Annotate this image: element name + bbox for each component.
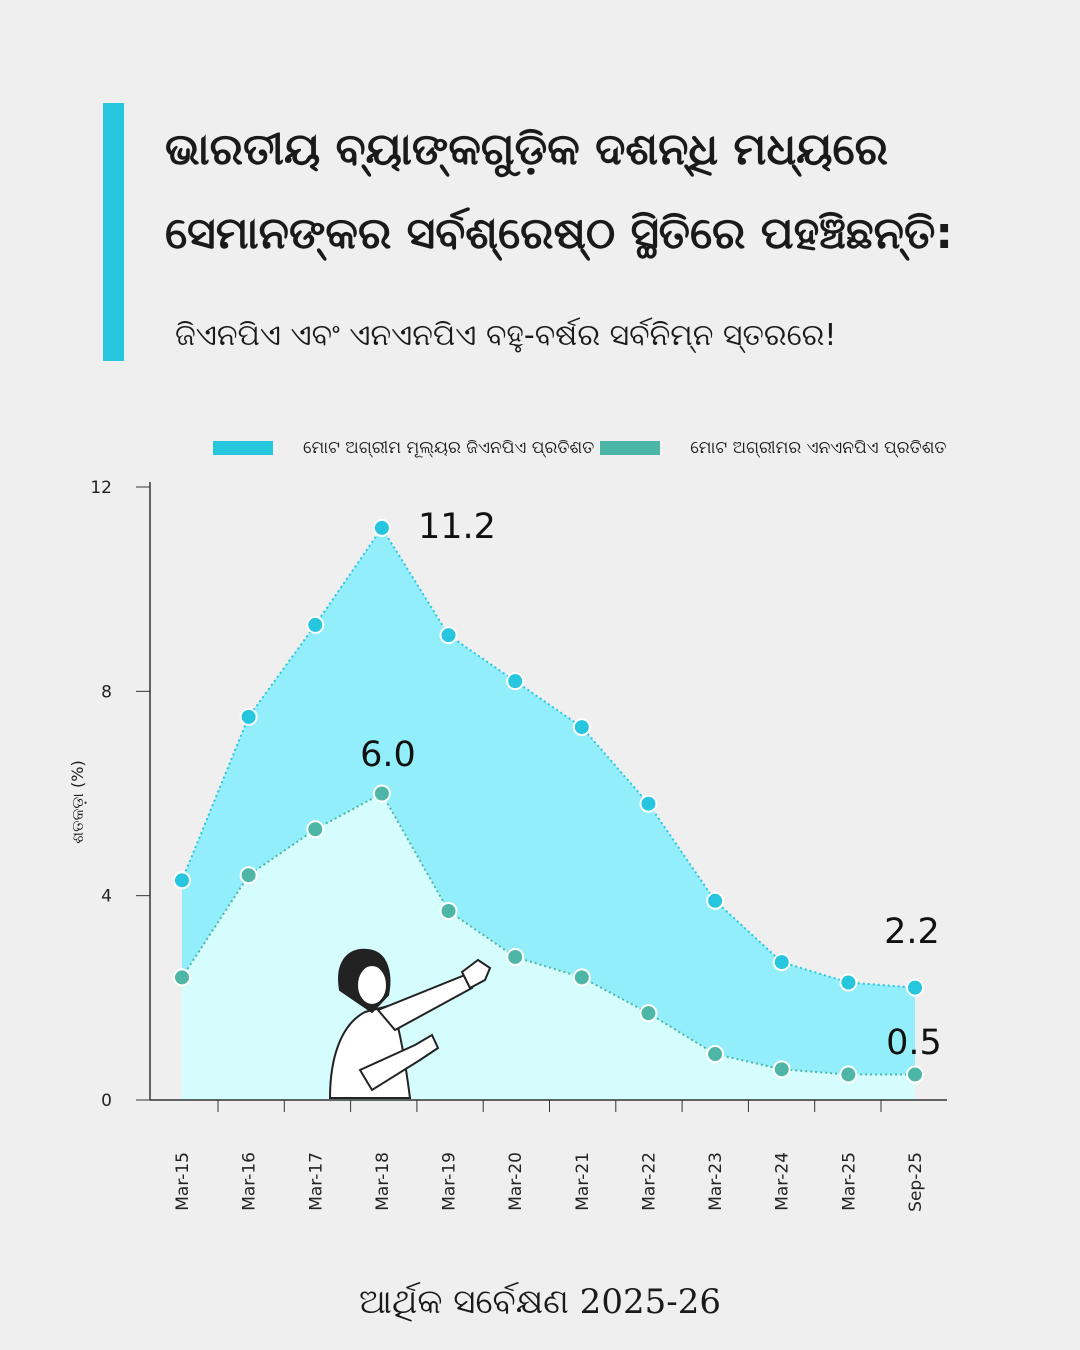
data-label: 2.2 xyxy=(884,912,940,952)
x-tick-label: Sep-25 xyxy=(906,1152,926,1212)
x-tick-label: Mar-22 xyxy=(639,1152,659,1211)
nnpa-point xyxy=(372,784,391,803)
gnpa-point xyxy=(706,891,725,910)
gnpa-point xyxy=(239,707,258,726)
x-tick-label: Mar-21 xyxy=(573,1152,593,1211)
gnpa-point xyxy=(506,672,525,691)
data-label: 6.0 xyxy=(360,735,416,775)
gnpa-point xyxy=(372,518,391,537)
title-line-2: ସେମାନଙ୍କର ସର୍ବଶ୍ରେଷ୍ଠ ସ୍ଥିତିରେ ପହଞ୍ଚିଛନ୍… xyxy=(165,208,953,259)
x-tick-label: Mar-18 xyxy=(373,1152,393,1211)
nnpa-point xyxy=(906,1065,924,1084)
x-tick-label: Mar-17 xyxy=(306,1152,326,1211)
data-label: 11.2 xyxy=(418,507,496,547)
gnpa-point xyxy=(572,718,591,737)
source-footer: ଆର୍ଥିକ ସର୍ବେକ୍ଷଣ 2025-26 xyxy=(359,1282,721,1322)
nnpa-point xyxy=(839,1065,858,1084)
gnpa-point xyxy=(772,953,791,972)
x-tick-label: Mar-23 xyxy=(706,1152,726,1211)
pointing-person-illustration xyxy=(328,948,492,1099)
legend-label-gnpa: ମୋଟ ଅଗ୍ରୀମ ମୂଲ୍ୟର ଜିଏନପିଏ ପ୍ରତିଶତ xyxy=(303,438,595,458)
accent-bar xyxy=(103,103,124,361)
page-title: ଭାରତୀୟ ବ୍ୟାଙ୍କଗୁଡ଼ିକ ଦଶନ୍ଧି ମଧ୍ୟରେ ସେମାନ… xyxy=(165,108,953,276)
nnpa-point xyxy=(572,968,591,987)
legend-swatch-nnpa xyxy=(600,441,661,455)
title-line-1: ଭାରତୀୟ ବ୍ୟାଙ୍କଗୁଡ଼ିକ ଦଶନ୍ଧି ମଧ୍ୟରେ xyxy=(165,124,888,175)
gnpa-point xyxy=(906,978,924,997)
y-axis-label: ଶତକଡ଼ା (%) xyxy=(68,760,87,844)
y-tick-label: 4 xyxy=(101,887,112,907)
x-tick-label: Mar-24 xyxy=(773,1152,793,1211)
x-tick-label: Mar-15 xyxy=(173,1152,193,1211)
nnpa-point xyxy=(639,1004,658,1023)
y-tick-label: 12 xyxy=(90,478,112,498)
legend-label-nnpa: ମୋଟ ଅଗ୍ରୀମର ଏନଏନପିଏ ପ୍ରତିଶତ xyxy=(690,438,947,458)
subtitle: ଜିଏନପିଏ ଏବଂ ଏନଏନପିଏ ବହୁ-ବର୍ଷର ସର୍ବନିମ୍ନ … xyxy=(175,318,837,353)
y-tick-label: 0 xyxy=(101,1091,112,1111)
nnpa-point xyxy=(439,901,458,920)
gnpa-point xyxy=(639,794,658,813)
nnpa-point xyxy=(173,968,191,987)
gnpa-point xyxy=(439,626,458,645)
x-tick-label: Mar-25 xyxy=(839,1152,859,1211)
legend-swatch-gnpa xyxy=(213,441,273,455)
gnpa-point xyxy=(306,615,325,634)
y-tick-label: 8 xyxy=(101,682,112,702)
nnpa-point xyxy=(306,820,325,839)
gnpa-point xyxy=(173,871,191,890)
data-label: 0.5 xyxy=(886,1023,942,1063)
nnpa-point xyxy=(506,947,525,966)
x-tick-label: Mar-19 xyxy=(440,1152,460,1211)
nnpa-point xyxy=(239,866,258,885)
gnpa-line xyxy=(181,526,916,989)
nnpa-point xyxy=(706,1045,725,1064)
x-tick-label: Mar-16 xyxy=(240,1152,260,1211)
nnpa-point xyxy=(772,1060,791,1079)
gnpa-point xyxy=(839,973,858,992)
x-tick-label: Mar-20 xyxy=(506,1152,526,1211)
legend: ମୋଟ ଅଗ୍ରୀମ ମୂଲ୍ୟର ଜିଏନପିଏ ପ୍ରତିଶତ ମୋଟ ଅଗ… xyxy=(213,438,947,458)
